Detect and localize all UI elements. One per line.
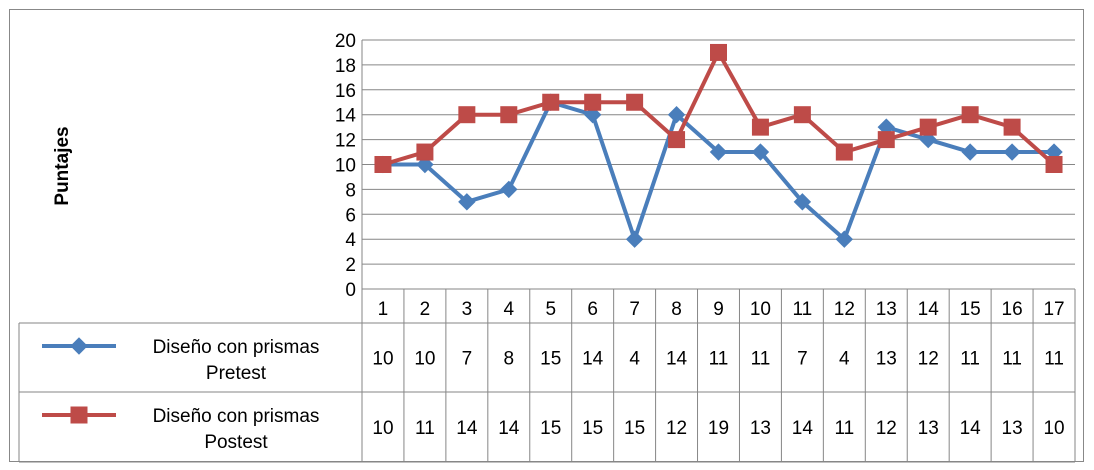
x-tick-label: 15 xyxy=(960,299,981,320)
table-cell-value: 14 xyxy=(792,418,814,439)
table-cell-value: 14 xyxy=(456,418,478,439)
data-point xyxy=(1003,143,1021,161)
data-point xyxy=(961,106,979,124)
legend-label: Diseño con prismas xyxy=(153,406,320,427)
table-cell-value: 15 xyxy=(540,349,561,370)
table-cell-value: 13 xyxy=(918,418,939,439)
x-tick-label: 3 xyxy=(462,299,473,320)
table-cell-value: 8 xyxy=(504,349,515,370)
table-cell-value: 14 xyxy=(498,418,520,439)
table-cell-value: 12 xyxy=(876,418,897,439)
data-point xyxy=(1045,156,1063,173)
data-point xyxy=(751,118,769,136)
legend-key-marker xyxy=(70,337,88,355)
x-tick-label: 7 xyxy=(629,299,640,320)
data-point xyxy=(710,43,727,61)
legend-label: Diseño con prismas xyxy=(153,337,320,358)
data-point xyxy=(709,143,728,161)
table-cell-value: 15 xyxy=(582,418,603,439)
data-point xyxy=(626,93,644,111)
legend-label: Pretest xyxy=(206,363,267,384)
data-point xyxy=(919,118,937,136)
table-cell-value: 11 xyxy=(415,418,435,439)
x-tick-label: 16 xyxy=(1002,299,1023,320)
data-point xyxy=(500,180,518,199)
y-tick-label: 2 xyxy=(345,255,356,276)
table-cell-value: 15 xyxy=(540,418,561,439)
table-cell-value: 14 xyxy=(960,418,982,439)
data-point xyxy=(625,230,644,248)
table-cell-value: 10 xyxy=(372,418,393,439)
x-tick-label: 12 xyxy=(834,299,855,320)
table-cell-value: 7 xyxy=(797,349,808,370)
data-point xyxy=(877,131,895,149)
x-tick-label: 14 xyxy=(918,299,940,320)
x-tick-label: 6 xyxy=(587,299,598,320)
data-point xyxy=(458,106,476,124)
x-tick-label: 2 xyxy=(420,299,431,320)
table-cell-value: 11 xyxy=(709,349,729,370)
series-line xyxy=(382,100,1055,242)
y-tick-label: 20 xyxy=(335,31,356,52)
y-axis-label: Puntajes xyxy=(52,126,73,205)
table-cell-value: 19 xyxy=(708,418,729,439)
table-cell-value: 4 xyxy=(839,349,850,370)
data-point xyxy=(667,105,686,124)
x-tick-label: 1 xyxy=(378,299,389,320)
y-tick-label: 4 xyxy=(345,230,356,251)
data-point xyxy=(835,143,853,161)
table-cell-value: 11 xyxy=(751,349,771,370)
data-point xyxy=(1003,118,1021,136)
table-cell-value: 15 xyxy=(624,418,645,439)
table-cell-value: 13 xyxy=(750,418,771,439)
table-cell-value: 12 xyxy=(918,349,939,370)
data-point xyxy=(835,230,854,248)
table-cell-value: 14 xyxy=(582,349,604,370)
data-point xyxy=(793,193,812,211)
x-tick-label: 10 xyxy=(750,299,771,320)
y-tick-label: 12 xyxy=(335,131,356,152)
table-cell-value: 11 xyxy=(834,418,854,439)
x-tick-label: 13 xyxy=(876,299,897,320)
table-cell-value: 11 xyxy=(960,349,980,370)
table-cell-value: 10 xyxy=(372,349,393,370)
data-point xyxy=(374,156,392,173)
x-tick-label: 17 xyxy=(1043,299,1064,320)
data-point xyxy=(793,106,811,124)
table-cell-value: 4 xyxy=(629,349,640,370)
data-point xyxy=(751,143,770,161)
table-cell-value: 14 xyxy=(666,349,688,370)
data-point xyxy=(542,93,560,111)
data-point xyxy=(458,193,476,211)
data-point xyxy=(961,143,979,161)
legend-key-marker xyxy=(70,406,88,424)
x-tick-label: 8 xyxy=(671,299,682,320)
table-cell-value: 7 xyxy=(462,349,473,370)
x-tick-label: 11 xyxy=(793,299,813,320)
table-cell-value: 13 xyxy=(1002,418,1023,439)
table-cell-value: 13 xyxy=(876,349,897,370)
x-tick-label: 9 xyxy=(713,299,724,320)
table-cell-value: 10 xyxy=(1043,418,1064,439)
y-tick-label: 16 xyxy=(335,81,356,102)
y-tick-label: 6 xyxy=(345,205,356,226)
table-cell-value: 12 xyxy=(666,418,687,439)
y-tick-label: 14 xyxy=(335,106,357,127)
data-point xyxy=(668,131,686,149)
y-tick-label: 8 xyxy=(345,180,356,201)
table-cell-value: 11 xyxy=(1002,349,1022,370)
y-tick-label: 10 xyxy=(335,156,356,177)
data-point xyxy=(416,143,434,161)
legend-label: Postest xyxy=(204,432,268,453)
data-point xyxy=(584,93,602,111)
table-cell-value: 10 xyxy=(414,349,435,370)
chart-frame xyxy=(9,9,1084,462)
x-tick-label: 4 xyxy=(504,299,515,320)
y-tick-label: 0 xyxy=(345,280,356,301)
y-tick-label: 18 xyxy=(335,56,356,77)
x-tick-label: 5 xyxy=(545,299,556,320)
table-cell-value: 11 xyxy=(1044,349,1064,370)
data-point xyxy=(500,106,518,124)
